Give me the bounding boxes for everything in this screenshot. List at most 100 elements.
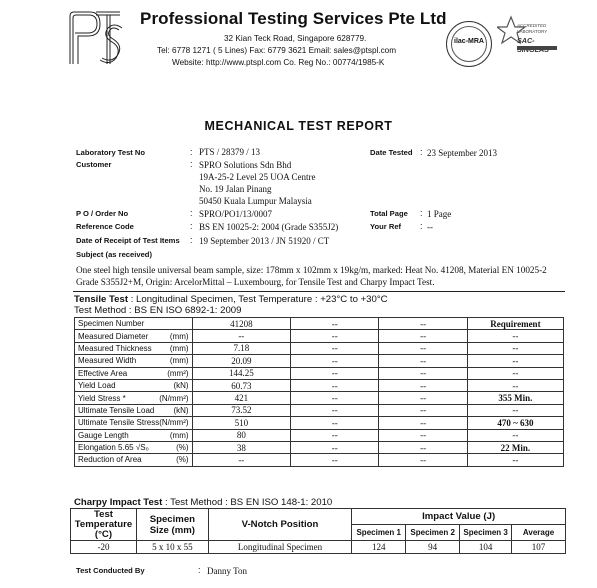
value-cell: -- (191, 453, 292, 467)
requirement-cell: Requirement (466, 316, 565, 331)
customer-line-4: 50450 Kuala Lumpur Malaysia (199, 196, 312, 206)
value-cell: -- (378, 316, 468, 331)
company-name: Professional Testing Services Pte Ltd (140, 9, 447, 28)
table-row: Ultimate Tensile Stress (N/mm²) 510 -- -- 470… (74, 416, 565, 430)
value-cell: 20.09 (191, 354, 292, 368)
value-cell: 510 (191, 416, 292, 430)
col-specimen-size: Specimen Size (mm) (135, 508, 209, 541)
charpy-heading: Charpy Impact Test : Test Method : BS EN… (74, 497, 333, 508)
po-label: P O / Order No (76, 209, 129, 218)
total-page: 1 Page (427, 209, 452, 219)
value-cell: -- (378, 453, 468, 467)
value-cell: 60.73 (191, 378, 292, 393)
col-test-temperature: Test Temperature (°C) (70, 508, 137, 541)
customer-line-2: 19A-25-2 Level 25 UOA Centre (199, 172, 316, 182)
customer-line-1: SPRO Solutions Sdn Bhd (199, 160, 292, 170)
sample-description: One steel high tensile universal beam sa… (76, 265, 547, 287)
table-row: Measured Diameter (mm) -- -- -- -- (74, 329, 565, 343)
table-row: Measured Thickness (mm) 7.18 -- -- -- (74, 341, 565, 356)
total-page-label: Total Page (370, 209, 408, 218)
row-label: Effective Area (mm²) (74, 366, 193, 380)
requirement-cell: 470 ~ 630 (466, 416, 565, 430)
value-cell: -- (378, 341, 468, 356)
value-cell: 7.18 (191, 341, 292, 356)
charpy-s2: 94 (405, 540, 461, 554)
charpy-notch: Longitudinal Specimen (207, 540, 353, 554)
requirement-cell: 22 Min. (466, 440, 565, 455)
table-row: Measured Width (mm) 20.09 -- -- -- (74, 354, 565, 368)
col-specimen-2: Specimen 2 (405, 524, 461, 541)
value-cell: -- (378, 354, 468, 368)
requirement-cell: -- (466, 453, 565, 467)
po-value: SPRO/PO1/13/0007 (199, 209, 273, 219)
value-cell: -- (378, 329, 468, 343)
requirement-cell: -- (466, 403, 565, 418)
company-contact: Tel: 6778 1271 ( 5 Lines) Fax: 6779 3621… (157, 46, 397, 55)
value-cell: 421 (191, 391, 292, 405)
requirement-cell: -- (466, 378, 565, 393)
charpy-temp: -20 (70, 540, 137, 554)
col-average: Average (511, 524, 566, 541)
value-cell: -- (290, 329, 380, 343)
value-cell: -- (378, 378, 468, 393)
row-label: Gauge Length (mm) (74, 428, 193, 442)
value-cell: -- (378, 416, 468, 430)
value-cell: -- (290, 416, 380, 430)
your-ref: -- (427, 222, 433, 232)
row-label: Ultimate Tensile Load (kN) (74, 403, 193, 418)
divider (73, 291, 565, 292)
table-row: Elongation 5.65 √S₀ (%) 38 -- -- 22 Min. (74, 440, 565, 455)
pts-logo (66, 8, 124, 68)
value-cell: 73.52 (191, 403, 292, 418)
value-cell: -- (290, 428, 380, 442)
requirement-cell: -- (466, 354, 565, 368)
row-label: Elongation 5.65 √S₀ (%) (74, 440, 193, 455)
value-cell: -- (378, 403, 468, 418)
value-cell: -- (290, 391, 380, 405)
requirement-cell: -- (466, 366, 565, 380)
table-row: Gauge Length (mm) 80 -- -- -- (74, 428, 565, 442)
row-label: Yield Stress * (N/mm²) (74, 391, 193, 405)
row-label: Reduction of Area (%) (74, 453, 193, 467)
lab-test-no: PTS / 28379 / 13 (199, 147, 261, 157)
table-row: Effective Area (mm²) 144.25 -- -- -- (74, 366, 565, 380)
value-cell: -- (290, 366, 380, 380)
ilac-mra-text: ilac-MRA (454, 38, 484, 45)
value-cell: -- (290, 378, 380, 393)
customer-line-3: No. 19 Jalan Pinang (199, 184, 272, 194)
date-tested-label: Date Tested (370, 148, 413, 157)
charpy-table: Test Temperature (°C) Specimen Size (mm) V… (70, 508, 566, 554)
value-cell: 144.25 (191, 366, 292, 380)
date-tested: 23 September 2013 (427, 148, 497, 158)
table-row: Reduction of Area (%) -- -- -- -- (74, 453, 565, 467)
value-cell: -- (290, 403, 380, 418)
value-cell: -- (290, 453, 380, 467)
reference-code: BS EN 10025-2: 2004 (Grade S355J2) (199, 222, 339, 232)
row-label: Measured Width (mm) (74, 354, 193, 368)
conducted-by-label: Test Conducted By (76, 566, 145, 575)
charpy-size: 5 x 10 x 55 (135, 540, 209, 554)
value-cell: -- (290, 440, 380, 455)
company-address: 32 Kian Teck Road, Singapore 628779. (224, 34, 367, 43)
value-cell: -- (290, 316, 380, 331)
reference-code-label: Reference Code (76, 222, 134, 231)
value-cell: -- (378, 391, 468, 405)
report-title: MECHANICAL TEST REPORT (204, 119, 393, 133)
charpy-average: 107 (511, 540, 566, 554)
value-cell: -- (378, 366, 468, 380)
sac-singlas-mark: ACCREDITED LABORATORY SAC-SINGLAS (497, 15, 559, 67)
table-row: Specimen Number 41208 -- -- Requirement (74, 316, 565, 331)
row-label: Specimen Number (74, 316, 193, 331)
table-row: Yield Load (kN) 60.73 -- -- -- (74, 378, 565, 393)
tensile-table: Specimen Number 41208 -- -- Requirement Measu… (74, 316, 565, 467)
requirement-cell: -- (466, 329, 565, 343)
lab-test-no-label: Laboratory Test No (76, 148, 146, 157)
row-label: Measured Diameter (mm) (74, 329, 193, 343)
charpy-s1: 124 (351, 540, 407, 554)
value-cell: 80 (191, 428, 292, 442)
col-vnotch-position: V-Notch Position (207, 508, 353, 541)
table-row: -20 5 x 10 x 55 Longitudinal Specimen 12… (70, 540, 566, 554)
subject-label: Subject (as received) (76, 250, 152, 259)
col-specimen-3: Specimen 3 (459, 524, 513, 541)
ilac-mra-seal: ilac-MRA (446, 21, 492, 67)
